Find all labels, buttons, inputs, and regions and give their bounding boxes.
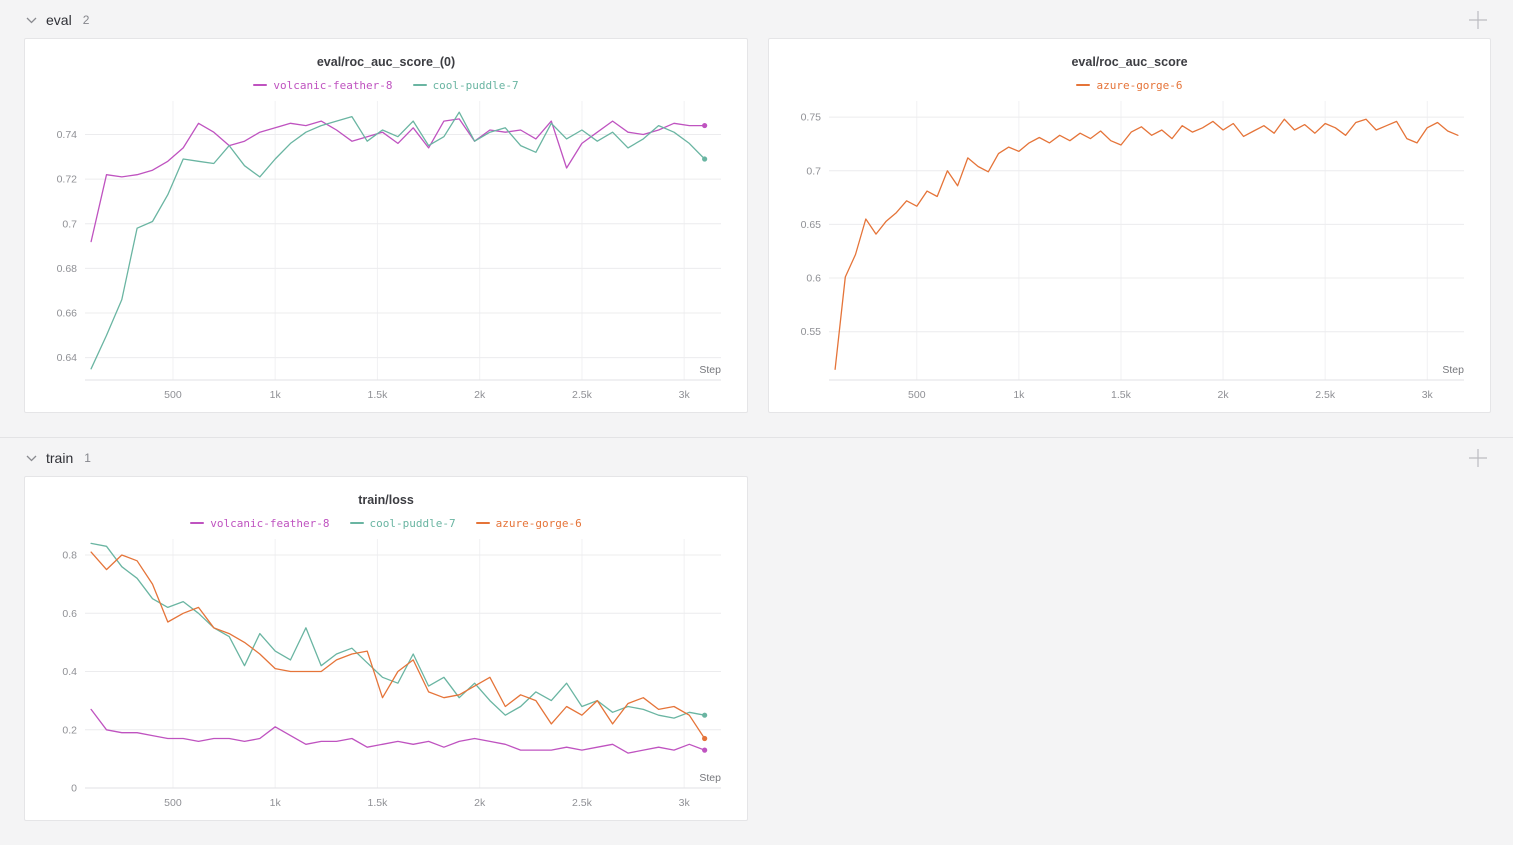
section-count-badge: 2 (82, 13, 90, 27)
chart-legend: azure-gorge-6 (781, 73, 1478, 95)
svg-text:1k: 1k (1013, 389, 1025, 401)
legend-line-icon (475, 522, 490, 524)
chart-canvas[interactable]: 0 0.2 0.4 0.6 0.8 500 1k 1.5k 2k 2.5k 3k Step (37, 533, 735, 814)
svg-text:0.8: 0.8 (62, 550, 77, 562)
series-end-dot (702, 156, 708, 162)
svg-text:1.5k: 1.5k (368, 389, 389, 401)
series-line (90, 708, 706, 754)
section-title: eval (46, 12, 72, 28)
svg-text:0.55: 0.55 (801, 326, 822, 338)
svg-text:Step: Step (699, 772, 721, 784)
legend-line-icon (253, 84, 268, 86)
legend-run-name: azure-gorge-6 (495, 516, 582, 530)
svg-text:Step: Step (1442, 364, 1464, 376)
add-panel-icon[interactable] (1465, 445, 1491, 471)
svg-text:0.7: 0.7 (62, 218, 77, 230)
panel-eval-roc-auc-score[interactable]: eval/roc_auc_score azure-gorge-6 0.55 0.6… (768, 38, 1491, 413)
add-panel-icon[interactable] (1465, 7, 1491, 33)
legend-item[interactable]: azure-gorge-6 (475, 516, 582, 530)
legend-run-name: cool-puddle-7 (369, 516, 456, 530)
panel-eval-roc-auc-score-0[interactable]: eval/roc_auc_score_(0) volcanic-feather-… (24, 38, 748, 413)
legend-item[interactable]: volcanic-feather-8 (190, 516, 330, 530)
legend-item[interactable]: azure-gorge-6 (1076, 78, 1183, 92)
legend-line-icon (412, 84, 427, 86)
series-end-dot (702, 712, 708, 718)
series-line (90, 542, 706, 719)
series-line (90, 111, 706, 370)
svg-text:0.68: 0.68 (57, 263, 78, 275)
svg-text:3k: 3k (679, 797, 691, 809)
svg-text:Step: Step (699, 364, 721, 376)
svg-text:1.5k: 1.5k (368, 797, 389, 809)
svg-text:0.64: 0.64 (57, 352, 78, 364)
chevron-down-icon[interactable] (24, 15, 39, 26)
svg-text:0.75: 0.75 (801, 112, 822, 124)
chevron-down-icon[interactable] (24, 453, 39, 464)
chart-legend: volcanic-feather-8 cool-puddle-7 azure-gor… (37, 511, 735, 533)
svg-text:2k: 2k (474, 389, 486, 401)
svg-text:0: 0 (71, 783, 77, 795)
chart-canvas[interactable]: 0.55 0.6 0.65 0.7 0.75 500 1k 1.5k 2k 2.5k 3k Step (781, 95, 1478, 406)
panels-row-train: train/loss volcanic-feather-8 cool-puddle… (24, 476, 1491, 821)
chart-title: eval/roc_auc_score_(0) (316, 55, 456, 69)
chart-plot: 0.55 0.6 0.65 0.7 0.75 500 1k 1.5k 2k 2.5k 3k Step (781, 95, 1478, 406)
chart-title: train/loss (358, 493, 414, 507)
svg-text:0.6: 0.6 (806, 273, 821, 285)
chart-plot: 0.64 0.66 0.68 0.7 0.72 0.74 500 1k 1.5k 2k 2.5k 3k… (37, 95, 735, 406)
chart-canvas[interactable]: 0.64 0.66 0.68 0.7 0.72 0.74 500 1k 1.5k 2k 2.5k 3k… (37, 95, 735, 406)
series-end-dot (702, 735, 708, 742)
svg-text:0.2: 0.2 (62, 724, 77, 736)
series-end-dot (702, 747, 708, 753)
legend-line-icon (349, 522, 364, 524)
legend-run-name: azure-gorge-6 (1096, 78, 1183, 92)
legend-line-icon (1076, 84, 1091, 86)
svg-text:500: 500 (164, 389, 182, 401)
series-line (90, 551, 706, 740)
legend-item[interactable]: cool-puddle-7 (412, 78, 519, 92)
svg-text:0.74: 0.74 (57, 129, 78, 141)
legend-run-name: volcanic-feather-8 (210, 516, 330, 530)
svg-text:3k: 3k (679, 389, 691, 401)
panels-row-eval: eval/roc_auc_score_(0) volcanic-feather-… (24, 38, 1491, 413)
section-title: train (46, 450, 74, 466)
svg-text:0.4: 0.4 (62, 666, 77, 678)
svg-text:1k: 1k (270, 797, 282, 809)
series-line (834, 118, 1459, 370)
svg-text:500: 500 (908, 389, 926, 401)
svg-text:0.72: 0.72 (57, 174, 78, 186)
section-header-eval[interactable]: eval 2 (24, 4, 1491, 36)
legend-run-name: volcanic-feather-8 (273, 78, 393, 92)
series-line (90, 118, 706, 243)
svg-text:1k: 1k (270, 389, 282, 401)
svg-text:0.65: 0.65 (801, 219, 822, 231)
svg-text:2k: 2k (474, 797, 486, 809)
svg-text:0.7: 0.7 (806, 165, 821, 177)
chart-plot: 0 0.2 0.4 0.6 0.8 500 1k 1.5k 2k 2.5k 3k Step (37, 533, 735, 814)
legend-item[interactable]: volcanic-feather-8 (253, 78, 393, 92)
svg-text:500: 500 (164, 797, 182, 809)
section-header-train[interactable]: train 1 (24, 442, 1491, 474)
panel-train-loss[interactable]: train/loss volcanic-feather-8 cool-puddle… (24, 476, 748, 821)
legend-line-icon (190, 522, 205, 524)
series-end-dot (702, 122, 708, 129)
svg-text:2k: 2k (1218, 389, 1230, 401)
section-train: train 1 train/loss volcanic-feather-8 coo… (0, 437, 1513, 845)
svg-text:3k: 3k (1422, 389, 1434, 401)
section-eval: eval 2 eval/roc_auc_score_(0) volcanic-f… (24, 4, 1491, 413)
legend-run-name: cool-puddle-7 (432, 78, 519, 92)
svg-text:0.6: 0.6 (62, 608, 77, 620)
svg-text:1.5k: 1.5k (1111, 389, 1132, 401)
chart-legend: volcanic-feather-8 cool-puddle-7 (37, 73, 735, 95)
svg-text:2.5k: 2.5k (572, 389, 593, 401)
section-count-badge: 1 (84, 451, 91, 465)
svg-text:2.5k: 2.5k (572, 797, 593, 809)
svg-text:0.66: 0.66 (57, 308, 78, 320)
legend-item[interactable]: cool-puddle-7 (349, 516, 456, 530)
svg-text:2.5k: 2.5k (1315, 389, 1336, 401)
chart-title: eval/roc_auc_score (1071, 55, 1188, 69)
